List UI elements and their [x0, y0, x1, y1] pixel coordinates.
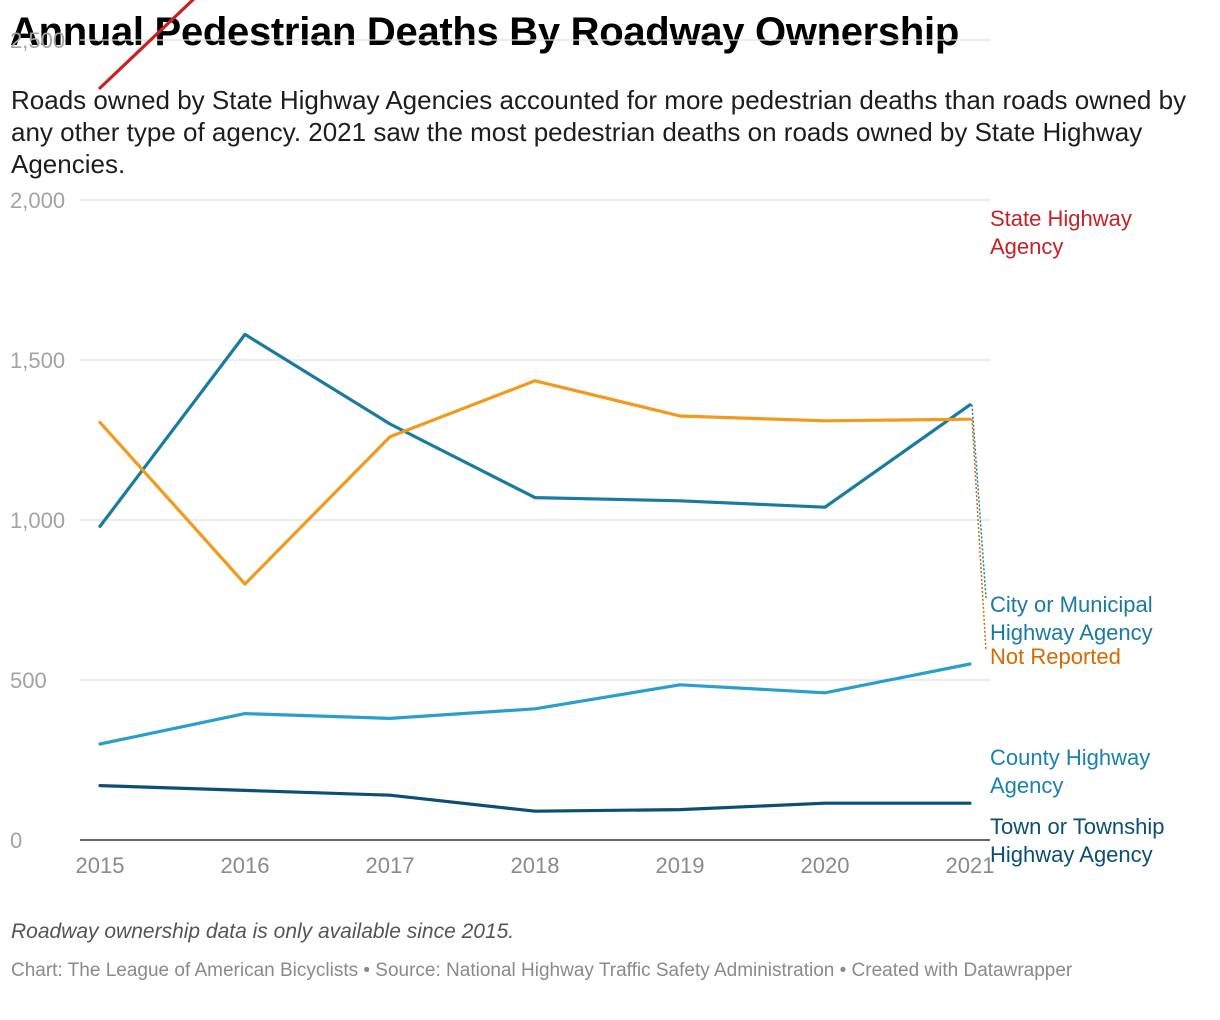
series-end-label: Town or Township — [990, 814, 1164, 839]
series-end-label: Highway Agency — [990, 842, 1153, 867]
x-tick-label: 2016 — [221, 853, 270, 878]
series-line-state-highway-agency — [98, 0, 196, 90]
series-end-label: County Highway — [990, 745, 1150, 770]
series-end-label: Agency — [990, 234, 1063, 259]
series-end-label: State Highway — [990, 206, 1132, 231]
chart-source: Chart: The League of American Bicyclists… — [11, 960, 1073, 981]
series-end-label: Not Reported — [990, 644, 1121, 669]
y-tick-label: 2,500 — [10, 28, 65, 53]
series-labels: State Highway Agency City or Municipal High… — [971, 206, 1164, 867]
x-tick-label: 2020 — [801, 853, 850, 878]
x-tick-label: 2017 — [366, 853, 415, 878]
x-tick-label: 2018 — [511, 853, 560, 878]
x-tick-label: 2019 — [656, 853, 705, 878]
chart-note: Roadway ownership data is only available… — [11, 920, 515, 943]
series-line-town-or-township-highway-agency — [98, 783, 972, 813]
gridlines — [80, 39, 990, 681]
x-tick-label: 2021 — [946, 853, 995, 878]
label-leader-line — [971, 419, 987, 652]
chart-subtitle: Roads owned by State Highway Agencies ac… — [11, 85, 1187, 179]
series-line-city-or-municipal-highway-agency — [98, 332, 972, 529]
y-tick-label: 1,000 — [10, 508, 65, 533]
series-lines — [98, 0, 972, 813]
series-end-label: City or Municipal — [990, 592, 1153, 617]
y-tick-label: 1,500 — [10, 348, 65, 373]
series-end-label: Highway Agency — [990, 620, 1153, 645]
y-tick-label: 0 — [10, 828, 22, 853]
chart-title: Annual Pedestrian Deaths By Roadway Owne… — [10, 10, 959, 54]
y-tick-label: 2,000 — [10, 188, 65, 213]
label-leader-line — [971, 404, 987, 599]
series-line-county-highway-agency — [98, 662, 972, 746]
axes: 05001,0001,5002,0002,5003,0003,500201520… — [10, 28, 995, 878]
y-tick-label: 500 — [10, 668, 47, 693]
x-tick-label: 2015 — [76, 853, 125, 878]
series-end-label: Agency — [990, 773, 1063, 798]
series-line-not-reported — [98, 379, 972, 586]
